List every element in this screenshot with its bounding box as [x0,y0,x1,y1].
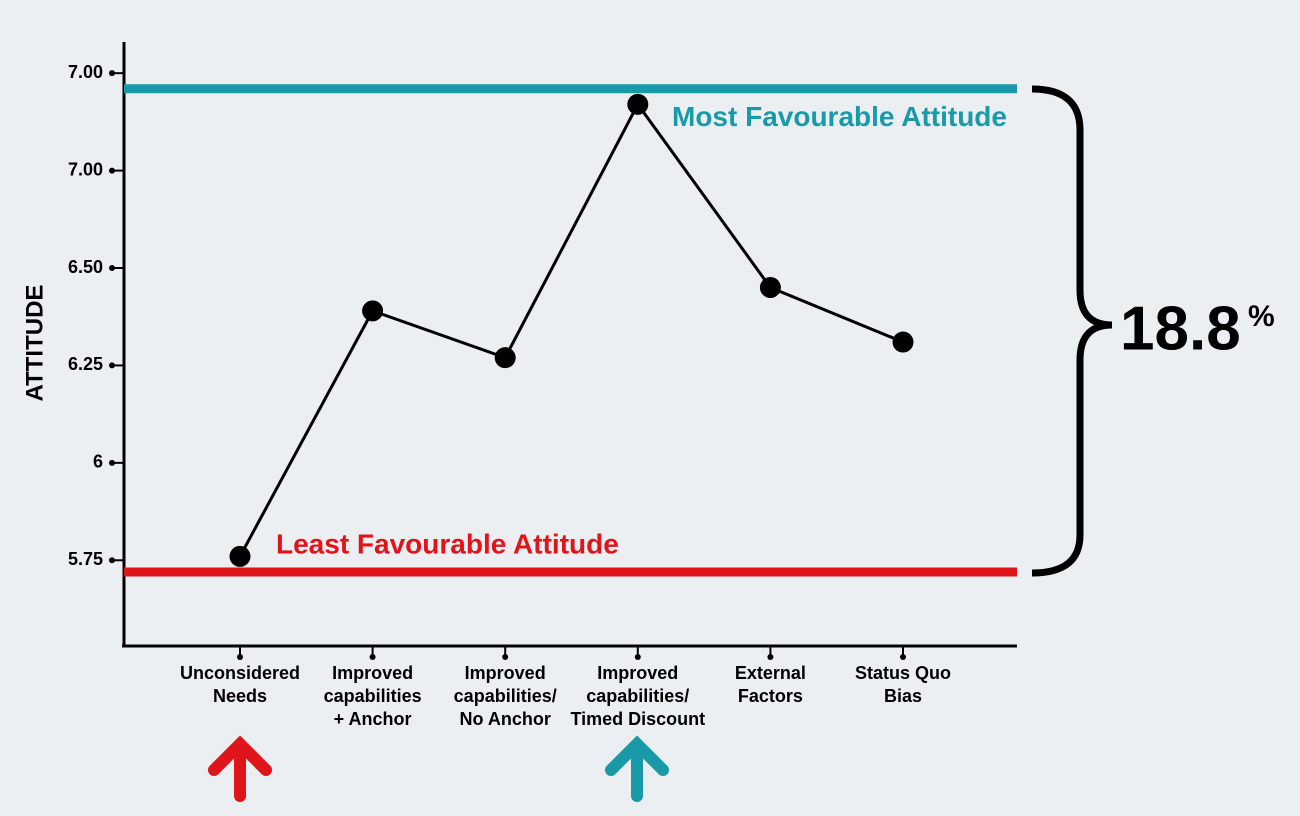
x-tick-dot [369,654,376,660]
y-tick-dot [109,557,115,564]
y-tick-label: 6.50 [68,257,103,277]
y-tick-dot [109,265,115,272]
data-point [494,347,516,369]
x-tick-dot [767,654,774,660]
arrow-most [605,735,669,802]
x-tick-dot [502,654,509,660]
brace [1031,85,1113,577]
y-tick-label: 6 [93,452,103,472]
y-tick-dot [109,167,115,174]
data-point [759,276,781,298]
y-tick-label: 7.00 [68,62,103,82]
x-tick-label: Improved capabilities/No Anchor [454,663,557,729]
x-tick-label: Improved capabilities/Timed Discount [570,663,705,729]
data-point [627,93,649,115]
x-tick-dot [634,654,641,660]
reference-label: Most Favourable Attitude [672,101,1007,132]
x-tick-label: Improved capabilities + Anchor [324,663,422,729]
data-point [229,545,251,567]
y-tick-label: 5.75 [68,549,103,569]
data-point [362,300,384,322]
y-tick-dot [109,459,115,466]
y-tick-label: 6.25 [68,354,103,374]
data-line [238,101,904,558]
x-tick-label: Status Quo Bias [855,663,951,706]
y-tick-dot [109,362,115,369]
y-axis-title: ATTITUDE [21,285,48,402]
arrow-least [208,735,272,802]
y-tick-label: 7.00 [68,159,103,179]
x-tick-label: Unconsidered Needs [180,663,300,706]
data-point [892,331,914,353]
brace-label-unit: % [1248,300,1275,333]
x-tick-label: External Factors [735,663,806,706]
y-tick-dot [109,70,115,77]
brace-label: 18.8 [1120,294,1241,363]
x-tick-dot [900,654,906,660]
reference-label: Least Favourable Attitude [276,528,619,559]
x-tick-dot [237,654,243,660]
